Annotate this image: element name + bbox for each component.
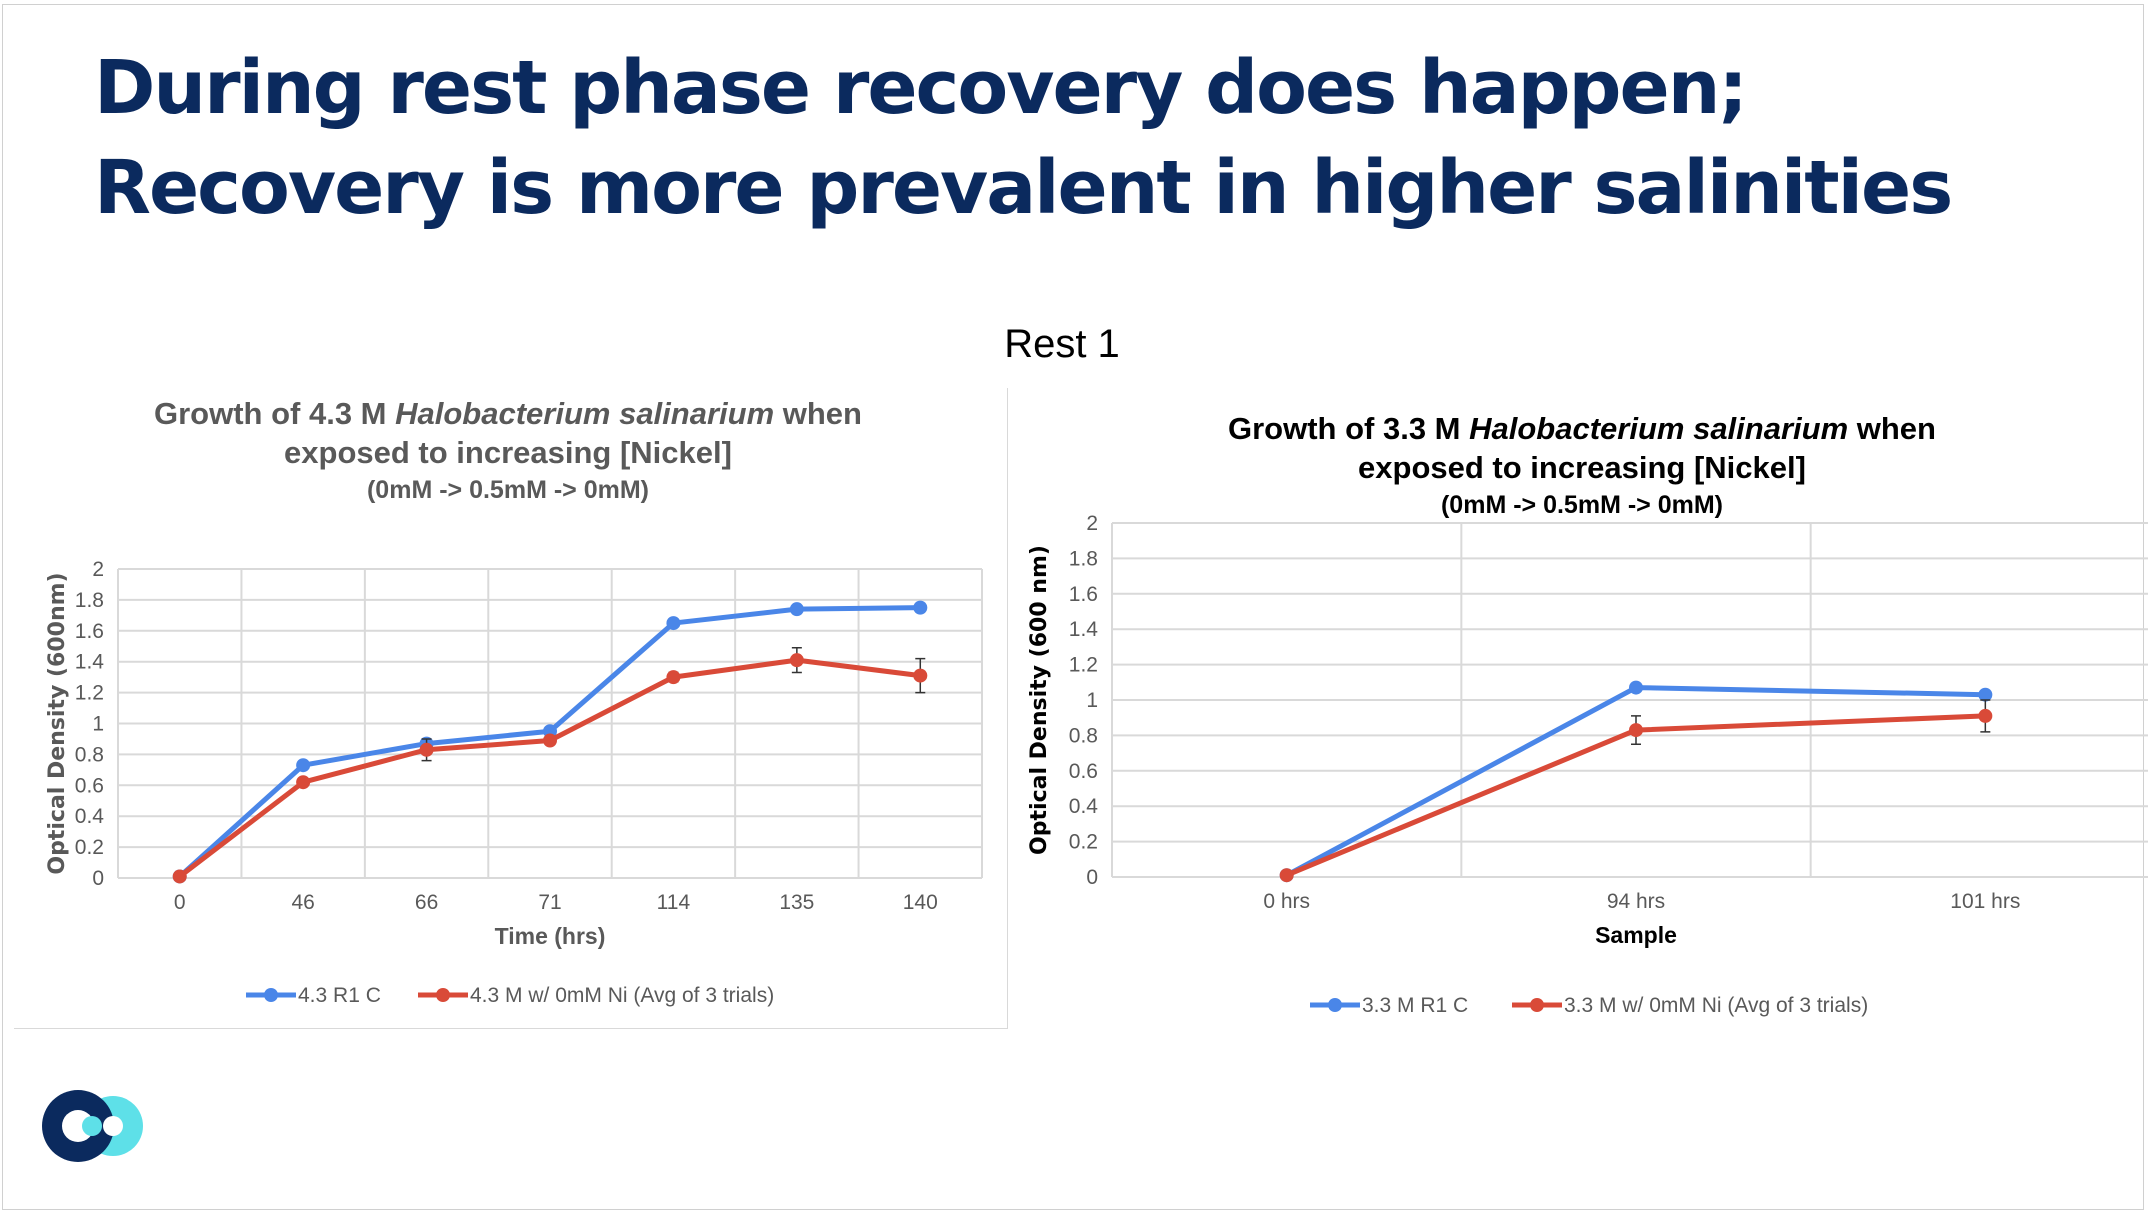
- data-point: [1978, 708, 1993, 723]
- slide-title: During rest phase recovery does happen; …: [94, 38, 1953, 238]
- data-point: [296, 775, 311, 790]
- x-tick-label: 114: [657, 891, 691, 914]
- data-point: [666, 616, 681, 631]
- y-tick-label: 1.6: [1069, 583, 1098, 606]
- chart-title-post: when: [774, 396, 862, 431]
- y-tick-label: 2: [1086, 512, 1098, 535]
- x-tick-label: 101 hrs: [1950, 890, 2020, 913]
- chart-title: Growth of 3.3 M Halobacterium salinarium…: [1228, 411, 1936, 446]
- chart-svg: Growth of 4.3 M Halobacterium salinarium…: [45, 396, 983, 1007]
- y-tick-label: 0.8: [1069, 724, 1098, 747]
- y-tick-label: 0.4: [75, 805, 105, 828]
- title-line-2: Recovery is more prevalent in higher sal…: [94, 145, 1953, 231]
- data-point: [296, 758, 311, 773]
- data-point: [1978, 687, 1993, 702]
- y-tick-label: 1.8: [1069, 547, 1098, 570]
- y-axis-title: Optical Density (600 nm): [1027, 545, 1052, 855]
- chart-title-line3: (0mM -> 0.5mM -> 0mM): [1441, 491, 1723, 519]
- y-tick-label: 0.6: [1069, 760, 1098, 783]
- y-tick-label: 0: [92, 867, 104, 890]
- data-point: [1629, 680, 1643, 695]
- chart-title-line2: exposed to increasing [Nickel]: [284, 435, 732, 470]
- x-axis-title: Sample: [1595, 922, 1677, 948]
- chart-title-line3: (0mM -> 0.5mM -> 0mM): [367, 476, 649, 504]
- chart-right: Growth of 3.3 M Halobacterium salinarium…: [1008, 388, 2148, 1028]
- x-tick-label: 135: [779, 891, 814, 914]
- chart-left: Growth of 4.3 M Halobacterium salinarium…: [14, 388, 1008, 1029]
- legend-swatch-marker: [1328, 998, 1342, 1012]
- data-point: [913, 600, 928, 615]
- y-tick-label: 1: [1086, 689, 1098, 712]
- legend-label: 3.3 M R1 C: [1362, 994, 1468, 1017]
- data-point: [666, 670, 681, 685]
- y-tick-label: 1.6: [75, 620, 104, 643]
- chart-title-italic: Halobacterium salinarium: [1469, 411, 1848, 446]
- section-label: Rest 1: [1004, 322, 1120, 366]
- legend-swatch-marker: [264, 988, 278, 1002]
- chart-title-pre: Growth of 4.3 M: [154, 396, 395, 431]
- y-tick-label: 0.6: [75, 774, 104, 797]
- x-tick-label: 140: [903, 891, 938, 914]
- data-point: [789, 602, 804, 617]
- chart-title-italic: Halobacterium salinarium: [395, 396, 774, 431]
- y-tick-label: 1.2: [1069, 654, 1098, 677]
- x-tick-label: 94 hrs: [1607, 890, 1665, 913]
- y-tick-label: 1.2: [75, 682, 104, 705]
- y-tick-label: 1.8: [75, 589, 104, 612]
- logo-icon: [42, 1090, 143, 1162]
- chart-title-post: when: [1848, 411, 1936, 446]
- x-tick-label: 0 hrs: [1263, 890, 1310, 913]
- data-point: [913, 668, 928, 683]
- data-point: [1279, 868, 1294, 883]
- slide-frame: [2, 4, 2144, 1210]
- x-tick-label: 0: [174, 891, 186, 914]
- y-tick-label: 1.4: [1069, 618, 1099, 641]
- y-tick-label: 0: [1086, 866, 1098, 889]
- x-tick-label: 71: [538, 891, 561, 914]
- data-point: [419, 742, 434, 757]
- chart-svg: Growth of 3.3 M Halobacterium salinarium…: [1027, 411, 2148, 1017]
- legend-swatch-marker: [1530, 998, 1544, 1012]
- data-point: [543, 733, 557, 748]
- y-tick-label: 0.4: [1069, 795, 1099, 818]
- y-tick-label: 0.2: [1069, 831, 1098, 854]
- legend-label: 4.3 M w/ 0mM Ni (Avg of 3 trials): [470, 984, 774, 1007]
- legend-label: 3.3 M w/ 0mM Ni (Avg of 3 trials): [1564, 994, 1868, 1017]
- legend-swatch-marker: [436, 988, 450, 1002]
- title-line-1: During rest phase recovery does happen;: [94, 45, 1748, 131]
- x-axis-title: Time (hrs): [495, 923, 606, 949]
- y-tick-label: 1: [92, 713, 104, 736]
- y-tick-label: 1.4: [75, 651, 105, 674]
- y-axis-title: Optical Density (600nm): [45, 572, 70, 874]
- x-tick-label: 46: [291, 891, 314, 914]
- x-tick-label: 66: [415, 891, 438, 914]
- legend-label: 4.3 R1 C: [298, 984, 381, 1007]
- y-tick-label: 0.8: [75, 743, 104, 766]
- y-tick-label: 0.2: [75, 836, 104, 859]
- chart-title: Growth of 4.3 M Halobacterium salinarium…: [154, 396, 862, 431]
- data-point: [172, 869, 187, 884]
- data-point: [789, 653, 804, 668]
- y-tick-label: 2: [92, 558, 104, 581]
- data-point: [1629, 723, 1643, 738]
- chart-title-line2: exposed to increasing [Nickel]: [1358, 450, 1806, 485]
- chart-title-pre: Growth of 3.3 M: [1228, 411, 1469, 446]
